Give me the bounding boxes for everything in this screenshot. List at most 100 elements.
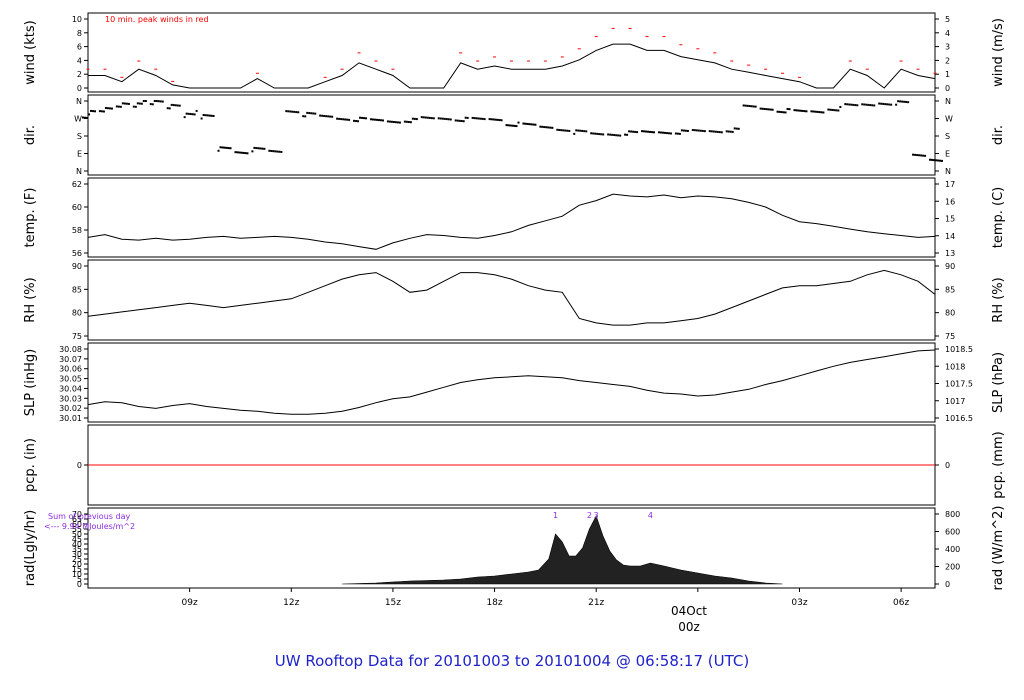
dir-point bbox=[157, 100, 160, 103]
dir-point bbox=[359, 116, 362, 119]
dir-point bbox=[240, 151, 243, 154]
dir-point bbox=[424, 116, 427, 119]
dir-point bbox=[577, 129, 580, 132]
dir-point bbox=[676, 132, 679, 135]
dir-point bbox=[771, 108, 774, 111]
dir-point bbox=[931, 158, 933, 161]
dir-point bbox=[314, 112, 317, 115]
dir-point bbox=[850, 103, 853, 106]
ytick-label-right: 400 bbox=[945, 545, 960, 554]
dir-point bbox=[236, 151, 239, 154]
dir-point bbox=[867, 103, 870, 106]
dir-point bbox=[155, 100, 158, 102]
dir-point bbox=[937, 159, 939, 162]
dir-point bbox=[750, 105, 753, 108]
wind-peak-mark bbox=[543, 60, 547, 62]
ylabel-right-pcp: pcp. (mm) bbox=[991, 431, 1006, 498]
wind-peak-mark bbox=[764, 68, 768, 70]
ytick-label-left: 0 bbox=[77, 84, 82, 93]
ytick-label-right: 75 bbox=[945, 332, 955, 341]
dir-point bbox=[884, 103, 887, 106]
ytick-label-right: 0 bbox=[945, 84, 950, 93]
dir-point bbox=[634, 130, 637, 133]
dir-point bbox=[498, 119, 501, 122]
dir-point bbox=[816, 110, 819, 113]
ytick-label-left: 2 bbox=[77, 70, 82, 79]
dir-point bbox=[151, 103, 154, 106]
ytick-label-left: 90 bbox=[72, 262, 82, 271]
dir-point bbox=[509, 124, 512, 127]
dir-point bbox=[865, 103, 868, 106]
wind-peak-mark bbox=[120, 76, 124, 78]
dir-point bbox=[511, 124, 514, 127]
ytick-label-left: 30.04 bbox=[59, 384, 82, 393]
dir-point bbox=[445, 118, 448, 121]
dir-point bbox=[189, 113, 192, 116]
dir-point bbox=[886, 103, 889, 106]
ytick-label-right: 1017.5 bbox=[945, 380, 973, 389]
dir-point bbox=[125, 102, 128, 105]
dir-point bbox=[594, 132, 597, 135]
dir-point bbox=[138, 102, 141, 105]
dir-point bbox=[200, 117, 203, 120]
dir-point bbox=[132, 105, 135, 108]
ytick-label-left: 40 bbox=[72, 540, 82, 549]
dir-point bbox=[568, 129, 571, 132]
dir-point bbox=[261, 147, 264, 150]
panel-temp: temp. (F) temp. (C) 56 58 60 62 13 14 15 16 17 bbox=[23, 177, 1006, 258]
dir-point bbox=[439, 117, 442, 120]
ytick-label-left: 30.01 bbox=[59, 414, 82, 423]
ytick-label-right: 600 bbox=[945, 528, 960, 537]
dir-point bbox=[121, 102, 124, 105]
dir-point bbox=[916, 154, 919, 157]
ylabel-right-temp: temp. (C) bbox=[991, 187, 1006, 249]
dir-point bbox=[225, 146, 228, 149]
dir-point bbox=[869, 104, 872, 107]
dir-point bbox=[413, 117, 416, 120]
ytick-label-left: 65 bbox=[72, 515, 82, 524]
dir-point bbox=[600, 133, 603, 136]
dir-point bbox=[371, 118, 374, 121]
dir-point bbox=[297, 111, 300, 114]
dir-point bbox=[496, 118, 499, 121]
dir-point bbox=[680, 129, 683, 132]
dir-point bbox=[805, 110, 808, 113]
dir-point bbox=[888, 103, 891, 106]
dir-point bbox=[432, 117, 435, 120]
dir-point bbox=[767, 108, 770, 111]
dir-point bbox=[357, 120, 360, 123]
dir-point bbox=[748, 105, 751, 108]
ytick-label-left: 30.02 bbox=[59, 404, 82, 413]
dir-point bbox=[854, 104, 857, 107]
dir-point bbox=[361, 116, 364, 119]
dir-point bbox=[649, 130, 652, 133]
dir-point bbox=[119, 105, 122, 108]
dir-point bbox=[304, 115, 307, 118]
dir-point bbox=[699, 129, 702, 132]
wind-peak-mark bbox=[747, 64, 751, 66]
dir-point bbox=[941, 159, 943, 162]
dir-point bbox=[575, 129, 578, 132]
dir-point bbox=[752, 105, 755, 108]
dir-point bbox=[276, 150, 279, 153]
dir-point bbox=[287, 110, 290, 113]
dir-point bbox=[477, 117, 480, 120]
rad-area bbox=[342, 515, 783, 585]
dir-point bbox=[488, 118, 491, 121]
ytick-label-right: 5 bbox=[945, 15, 950, 24]
dir-point bbox=[797, 109, 800, 112]
dir-point bbox=[812, 110, 815, 113]
dir-point bbox=[208, 114, 211, 117]
dir-point bbox=[795, 109, 798, 112]
dir-point bbox=[844, 103, 847, 106]
dir-point bbox=[123, 102, 126, 105]
dir-point bbox=[712, 130, 715, 133]
panel-frame-rad bbox=[87, 507, 936, 589]
dir-point bbox=[263, 147, 266, 150]
dir-point bbox=[701, 129, 704, 132]
dir-point bbox=[117, 105, 120, 108]
dir-point bbox=[285, 110, 288, 113]
xtick-label: 21z bbox=[588, 598, 604, 608]
dir-point bbox=[108, 107, 111, 110]
